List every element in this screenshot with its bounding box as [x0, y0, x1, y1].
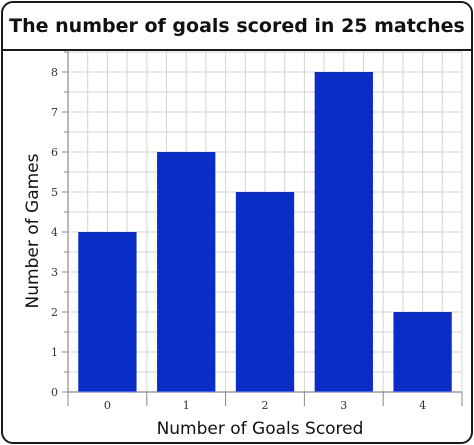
x-axis-title: Number of Goals Scored	[157, 419, 364, 439]
y-tick-label: 0	[51, 386, 58, 399]
bar-2	[235, 192, 295, 392]
y-tick-label: 7	[51, 106, 58, 119]
y-axis-title: Number of Games	[23, 153, 43, 308]
y-tick-label: 5	[51, 186, 58, 199]
x-tick-label: 0	[104, 399, 111, 412]
y-tick-label: 3	[51, 266, 58, 279]
axes	[62, 51, 463, 406]
x-tick-label: 4	[419, 399, 426, 412]
y-tick-label: 2	[51, 306, 58, 319]
chart-title: The number of goals scored in 25 matches	[3, 3, 471, 51]
y-tick-label: 4	[51, 226, 58, 239]
bar-0	[78, 232, 137, 392]
bar-4	[393, 312, 452, 392]
x-tick-label: 2	[262, 399, 269, 412]
y-tick-label: 8	[51, 66, 58, 79]
y-tick-label: 6	[51, 146, 58, 159]
x-tick-label: 1	[183, 399, 190, 412]
x-tick-labels: 0 1 2 3 4	[104, 399, 426, 412]
y-tick-labels: 0 1 2 3 4 5 6 7 8	[51, 66, 58, 399]
bar-1	[157, 152, 216, 392]
bar-3	[314, 72, 373, 392]
y-tick-label: 1	[51, 346, 58, 359]
x-tick-label: 3	[340, 399, 347, 412]
bars	[78, 72, 452, 392]
